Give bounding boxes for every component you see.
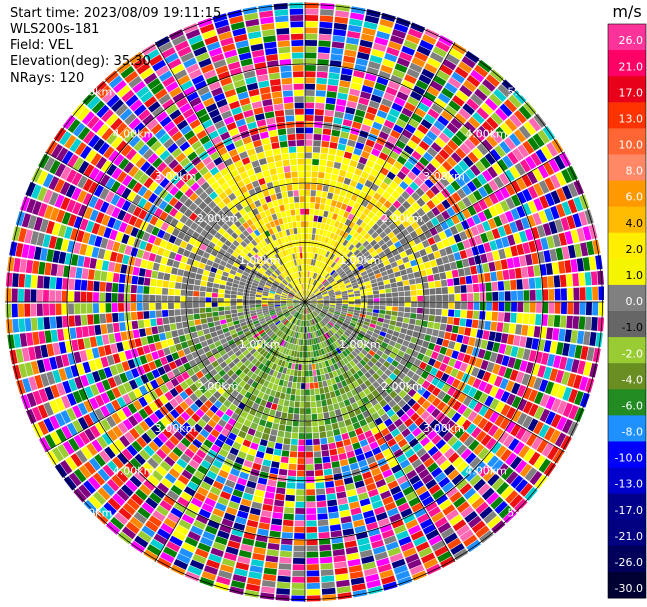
colorbar-swatch xyxy=(608,571,646,599)
colorbar-tick-label: -26.0 xyxy=(615,556,643,569)
colorbar-swatch xyxy=(608,128,646,155)
colorbar-swatch xyxy=(608,415,646,442)
colorbar-swatch xyxy=(608,284,646,312)
range-ring-label: 4.00km xyxy=(113,464,155,477)
range-ring-label: 4.00km xyxy=(465,464,507,477)
range-ring-label: 2.00km xyxy=(381,380,423,393)
colorbar-tick-label: -4.0 xyxy=(622,373,643,386)
range-ring-label: 4.00km xyxy=(465,128,507,141)
colorbar-swatch xyxy=(608,102,646,129)
range-ring-label: 3.00km xyxy=(155,170,197,183)
colorbar-swatch xyxy=(608,311,646,338)
colorbar-tick-label: 1.0 xyxy=(626,269,644,282)
range-ring-label: 4.00km xyxy=(113,128,155,141)
colorbar-unit: m/s xyxy=(612,2,641,21)
range-ring-label: 2.00km xyxy=(197,380,239,393)
range-ring-label: 1.00km xyxy=(239,338,281,351)
colorbar-tick-label: 21.0 xyxy=(619,60,644,73)
azimuth-spoke xyxy=(304,301,565,453)
range-ring-label: 3.00km xyxy=(423,170,465,183)
azimuth-spoke xyxy=(45,301,306,453)
colorbar-swatch xyxy=(608,154,646,182)
colorbar-tick-label: -30.0 xyxy=(615,582,643,595)
elevation-label: Elevation(deg): 35.30 xyxy=(10,54,151,69)
range-ring-label: 5.00km xyxy=(71,506,113,519)
range-ring-label: 1.00km xyxy=(339,254,381,267)
instrument-label: WLS200s-181 xyxy=(10,22,100,37)
colorbar-swatch xyxy=(608,545,646,573)
colorbar-swatch xyxy=(608,258,646,286)
start-time-label: Start time: 2023/08/09 19:11:15 xyxy=(10,6,222,21)
range-ring-label: 1.00km xyxy=(339,338,381,351)
colorbar-tick-label: -8.0 xyxy=(622,426,643,439)
colorbar-swatch xyxy=(608,76,646,103)
range-ring-label: 1.00km xyxy=(239,254,281,267)
colorbar-tick-label: 0.0 xyxy=(626,295,644,308)
colorbar-tick-label: 13.0 xyxy=(619,112,644,125)
colorbar-tick-label: -1.0 xyxy=(622,321,643,334)
azimuth-spoke xyxy=(304,42,456,303)
field-label: Field: VEL xyxy=(10,38,73,53)
colorbar-tick-label: -13.0 xyxy=(615,478,643,491)
colorbar-swatch xyxy=(608,363,646,390)
colorbar-swatch xyxy=(608,467,646,495)
colorbar-swatch xyxy=(608,180,646,208)
range-ring-label: 3.00km xyxy=(155,422,197,435)
colorbar-swatch xyxy=(608,24,646,51)
colorbar-swatch xyxy=(608,493,646,521)
range-ring-label: 5.00km xyxy=(507,86,549,99)
colorbar-swatch xyxy=(608,389,646,416)
azimuth-spoke xyxy=(304,301,456,562)
range-rings: 1.00km 1.00km 1.00km 1.00km 2.00km 2.00km 2.00… xyxy=(5,2,605,602)
colorbar-tick-label: -10.0 xyxy=(615,452,643,465)
colorbar-tick-label: -2.0 xyxy=(622,347,643,360)
colorbar-tick-label: -21.0 xyxy=(615,530,643,543)
colorbar-tick-label: 26.0 xyxy=(619,34,644,47)
colorbar-swatch xyxy=(608,50,646,77)
colorbar-tick-label: 4.0 xyxy=(626,217,644,230)
colorbar-tick-label: -17.0 xyxy=(615,504,643,517)
colorbar-swatch xyxy=(608,337,646,364)
colorbar-tick-label: -6.0 xyxy=(622,399,643,412)
colorbar-tick-label: 2.0 xyxy=(626,243,644,256)
radar-cells xyxy=(5,2,605,602)
range-ring-label: 5.00km xyxy=(507,506,549,519)
range-ring-label: 5.00km xyxy=(71,86,113,99)
nrays-label: NRays: 120 xyxy=(10,71,85,86)
azimuth-spoke xyxy=(304,151,565,303)
azimuth-spoke xyxy=(154,42,306,303)
range-ring-label: 2.00km xyxy=(197,212,239,225)
colorbar-tick-label: 8.0 xyxy=(626,165,644,178)
colorbar-swatch xyxy=(608,232,646,260)
azimuth-spoke xyxy=(45,151,306,303)
colorbar-swatch xyxy=(608,519,646,547)
colorbar-tick-label: 17.0 xyxy=(619,86,644,99)
azimuth-spoke xyxy=(154,301,306,562)
colorbar-tick-label: 6.0 xyxy=(626,191,644,204)
range-ring-label: 2.00km xyxy=(381,212,423,225)
colorbar-swatch xyxy=(608,441,646,469)
colorbar-tick-label: 10.0 xyxy=(619,139,644,152)
range-ring-label: 3.00km xyxy=(423,422,465,435)
colorbar-swatch xyxy=(608,206,646,234)
